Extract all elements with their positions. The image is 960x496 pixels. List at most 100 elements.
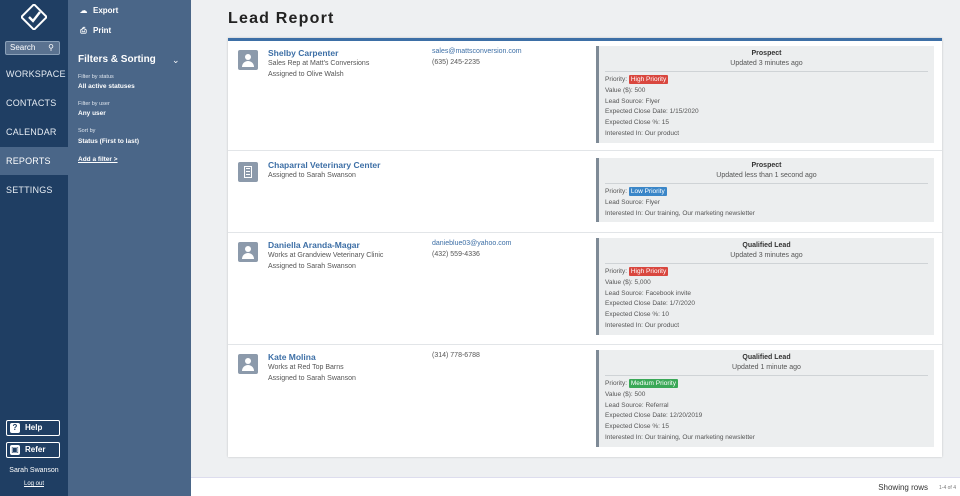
detail-line: Lead Source: Flyer bbox=[605, 97, 660, 105]
lead-row: Chaparral Veterinary Center Assigned to … bbox=[228, 153, 942, 233]
priority-badge: High Priority bbox=[628, 267, 669, 276]
row-count: 1-4 of 4 bbox=[939, 485, 956, 491]
lead-updated: Updated 3 minutes ago bbox=[605, 252, 928, 264]
detail-line: Interested In: Our product bbox=[605, 129, 680, 137]
lead-row: Kate Molina Works at Red Top Barns Assig… bbox=[228, 345, 942, 457]
detail-line: Interested In: Our product bbox=[605, 321, 680, 329]
detail-line: Lead Source: Flyer bbox=[605, 198, 660, 206]
nav-item-contacts[interactable]: CONTACTS bbox=[6, 98, 57, 108]
lead-info-box: Qualified Lead Updated 3 minutes ago Pri… bbox=[596, 238, 934, 335]
lead-email-link[interactable]: sales@mattsconversion.com bbox=[432, 48, 522, 55]
search-icon: ⚲ bbox=[48, 43, 54, 52]
filters-panel: ☁ Export ⎙ Print Filters & Sorting ⌄ Filte… bbox=[68, 0, 191, 496]
lead-name-link[interactable]: Daniella Aranda-Magar bbox=[268, 240, 360, 250]
building-avatar-icon bbox=[238, 162, 258, 182]
lead-row: Daniella Aranda-Magar Works at Grandview… bbox=[228, 233, 942, 345]
person-avatar-icon bbox=[238, 354, 258, 374]
gift-icon: ▣ bbox=[10, 445, 20, 455]
detail-line: Value ($): 500 bbox=[605, 390, 646, 398]
printer-icon: ⎙ bbox=[80, 26, 87, 35]
detail-line: Expected Close Date: 1/7/2020 bbox=[605, 300, 695, 308]
filter-status-label: Filter by status bbox=[78, 74, 114, 80]
detail-line: Value ($): 5,000 bbox=[605, 278, 651, 286]
logout-link[interactable]: Log out bbox=[23, 481, 45, 487]
lead-report-card: Shelby Carpenter Sales Rep at Matt's Con… bbox=[228, 38, 942, 457]
question-icon: ? bbox=[10, 423, 20, 433]
pagination-footer: Showing rows 1-4 of 4 bbox=[191, 477, 960, 496]
lead-assigned: Assigned to Sarah Swanson bbox=[268, 375, 356, 382]
priority-prefix: Priority: bbox=[605, 188, 628, 195]
lead-phone: (432) 559-4336 bbox=[432, 251, 480, 258]
help-label: Help bbox=[25, 423, 43, 432]
nav-item-reports[interactable]: REPORTS bbox=[0, 147, 68, 175]
priority-badge: Medium Priority bbox=[628, 379, 678, 388]
detail-line: Expected Close Date: 1/15/2020 bbox=[605, 108, 699, 116]
search-button[interactable]: Search ⚲ bbox=[5, 41, 60, 55]
priority-line: Priority: High Priority bbox=[605, 267, 928, 278]
export-button[interactable]: ☁ Export bbox=[78, 6, 119, 15]
nav-item-settings[interactable]: SETTINGS bbox=[6, 185, 53, 195]
main-nav: Search ⚲ WORKSPACE CONTACTS CALENDAR REP… bbox=[0, 0, 68, 496]
lead-status: Qualified Lead bbox=[742, 354, 791, 361]
lead-phone: (314) 778-6788 bbox=[432, 352, 480, 359]
search-label: Search bbox=[10, 43, 36, 52]
checkmark-logo-icon[interactable] bbox=[19, 2, 49, 32]
print-label: Print bbox=[93, 26, 112, 35]
detail-line: Expected Close %: 10 bbox=[605, 311, 669, 319]
lead-subtitle: Works at Grandview Veterinary Clinic bbox=[268, 252, 384, 259]
filter-user-value[interactable]: Any user bbox=[78, 110, 106, 117]
priority-prefix: Priority: bbox=[605, 268, 628, 275]
lead-subtitle: Sales Rep at Matt's Conversions bbox=[268, 60, 370, 67]
detail-line: Expected Close %: 15 bbox=[605, 423, 669, 431]
nav-item-calendar[interactable]: CALENDAR bbox=[6, 127, 57, 137]
lead-status: Prospect bbox=[751, 50, 782, 57]
detail-line: Interested In: Our training, Our marketi… bbox=[605, 433, 755, 441]
lead-info-box: Prospect Updated 3 minutes ago Priority:… bbox=[596, 46, 934, 143]
lead-email-link[interactable]: danieblue03@yahoo.com bbox=[432, 240, 512, 247]
lead-assigned: Assigned to Olive Walsh bbox=[268, 71, 344, 78]
chevron-down-icon[interactable]: ⌄ bbox=[172, 55, 180, 65]
page-title: Lead Report bbox=[228, 10, 335, 27]
lead-status: Prospect bbox=[751, 162, 782, 169]
refer-button[interactable]: ▣ Refer bbox=[6, 442, 60, 458]
lead-row: Shelby Carpenter Sales Rep at Matt's Con… bbox=[228, 41, 942, 151]
lead-phone: (635) 245-2235 bbox=[432, 59, 480, 66]
detail-line: Lead Source: Referral bbox=[605, 401, 669, 409]
print-button[interactable]: ⎙ Print bbox=[78, 26, 111, 36]
filter-user-label: Filter by user bbox=[78, 101, 110, 107]
detail-line: Interested In: Our training, Our marketi… bbox=[605, 209, 755, 217]
lead-status: Qualified Lead bbox=[742, 242, 791, 249]
lead-name-link[interactable]: Shelby Carpenter bbox=[268, 48, 339, 58]
lead-info-box: Qualified Lead Updated 1 minute ago Prio… bbox=[596, 350, 934, 447]
nav-item-workspace[interactable]: WORKSPACE bbox=[6, 69, 66, 79]
priority-prefix: Priority: bbox=[605, 380, 628, 387]
detail-line: Lead Source: Facebook invite bbox=[605, 289, 691, 297]
priority-badge: Low Priority bbox=[628, 187, 667, 196]
person-avatar-icon bbox=[238, 50, 258, 70]
showing-rows-label: Showing rows bbox=[878, 483, 928, 492]
lead-assigned: Assigned to Sarah Swanson bbox=[268, 263, 356, 270]
lead-updated: Updated 3 minutes ago bbox=[605, 60, 928, 72]
priority-line: Priority: High Priority bbox=[605, 75, 928, 86]
detail-line: Expected Close %: 15 bbox=[605, 119, 669, 127]
help-button[interactable]: ? Help bbox=[6, 420, 60, 436]
export-label: Export bbox=[93, 6, 119, 15]
filter-status-value[interactable]: All active statuses bbox=[78, 83, 135, 90]
sort-by-label: Sort by bbox=[78, 128, 96, 134]
person-avatar-icon bbox=[238, 242, 258, 262]
priority-line: Priority: Medium Priority bbox=[605, 379, 928, 390]
refer-label: Refer bbox=[25, 445, 46, 454]
filters-title[interactable]: Filters & Sorting bbox=[78, 54, 156, 65]
add-filter-link[interactable]: Add a filter > bbox=[78, 156, 118, 163]
lead-name-link[interactable]: Chaparral Veterinary Center bbox=[268, 160, 381, 170]
lead-updated: Updated 1 minute ago bbox=[605, 364, 928, 376]
lead-name-link[interactable]: Kate Molina bbox=[268, 352, 316, 362]
detail-line: Expected Close Date: 12/20/2019 bbox=[605, 412, 703, 420]
user-name: Sarah Swanson bbox=[9, 467, 59, 474]
lead-info-box: Prospect Updated less than 1 second ago … bbox=[596, 158, 934, 223]
lead-assigned: Assigned to Sarah Swanson bbox=[268, 172, 356, 179]
lead-updated: Updated less than 1 second ago bbox=[605, 172, 928, 184]
sort-by-value[interactable]: Status (First to last) bbox=[78, 138, 140, 145]
priority-badge: High Priority bbox=[628, 75, 669, 84]
detail-line: Value ($): 500 bbox=[605, 86, 646, 94]
